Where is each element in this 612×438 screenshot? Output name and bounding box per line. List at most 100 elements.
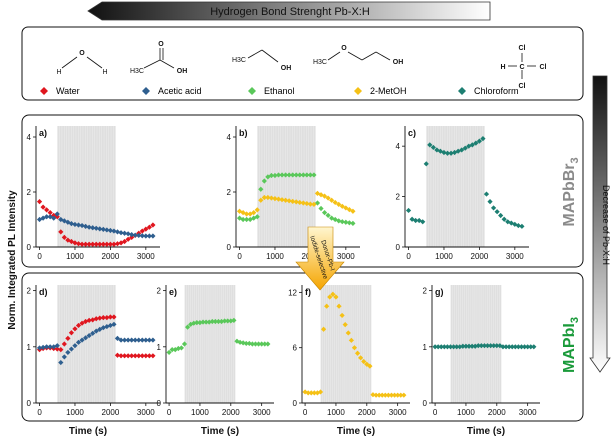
data-point: [487, 199, 493, 205]
row2-box: [21, 272, 584, 422]
data-point: [460, 343, 466, 349]
data-point: [506, 344, 512, 350]
data-point: [293, 172, 299, 178]
data-point: [178, 345, 185, 351]
data-point: [61, 341, 67, 347]
legend-marker-acetic: [142, 87, 150, 95]
x-tick-label: 0: [167, 408, 172, 417]
data-point: [279, 197, 285, 203]
data-point: [58, 347, 64, 353]
data-point: [143, 226, 149, 232]
data-point: [444, 344, 451, 350]
data-point: [121, 337, 128, 343]
data-point: [251, 215, 257, 221]
data-point: [463, 343, 469, 349]
panel-label: b): [239, 128, 248, 138]
data-point: [484, 343, 491, 349]
data-point: [447, 344, 454, 350]
data-point: [111, 321, 117, 327]
data-point: [40, 204, 46, 210]
data-point: [150, 353, 156, 359]
data-point: [68, 238, 75, 245]
data-point: [79, 337, 85, 343]
data-point: [346, 207, 352, 213]
y-tick-label: 0: [27, 243, 32, 252]
data-point: [143, 353, 149, 359]
svg-text:C: C: [519, 64, 524, 71]
data-point: [367, 363, 373, 369]
data-point: [481, 343, 488, 349]
data-point: [139, 353, 145, 359]
y-tick-label: 1: [423, 343, 428, 352]
data-point: [361, 358, 367, 365]
data-point: [97, 241, 103, 247]
y-tick-label: 4: [396, 142, 401, 151]
x-tick-label: 1000: [457, 408, 475, 417]
data-point: [432, 344, 438, 350]
shaded-region: [184, 285, 236, 403]
y-tick-label: 0: [27, 399, 32, 408]
svg-text:Cl: Cl: [540, 64, 547, 71]
x-tick-label: 2000: [488, 408, 506, 417]
data-point: [90, 225, 96, 231]
data-point: [488, 343, 494, 349]
legend: Water Acetic acid Ethanol 2-MetOH Chloro…: [40, 86, 519, 96]
data-point: [444, 150, 451, 156]
panel-a: 0 1000 2000 3000 0 2 4 a): [27, 126, 160, 261]
data-point: [515, 222, 521, 229]
data-point: [44, 344, 50, 350]
data-point: [146, 224, 152, 230]
svg-text:Acetic acid: Acetic acid: [158, 86, 202, 96]
data-point: [358, 355, 364, 361]
data-point: [308, 390, 314, 396]
data-point: [290, 172, 296, 178]
data-point: [222, 318, 228, 324]
data-point: [93, 241, 99, 247]
data-point: [382, 392, 388, 398]
data-point: [244, 211, 250, 217]
y-tick-label: 2: [157, 287, 162, 296]
data-point: [405, 207, 412, 214]
decrease-arrow: Decrease of Pb-X:H: [589, 75, 611, 373]
data-point: [100, 241, 106, 247]
data-point: [150, 222, 156, 228]
data-point: [44, 207, 50, 213]
data-point: [350, 208, 356, 214]
data-point: [104, 314, 110, 321]
x-label-f: Time (s): [337, 426, 375, 437]
data-point: [75, 241, 82, 247]
data-point: [107, 227, 113, 234]
panel-label: e): [169, 287, 177, 297]
data-point: [452, 149, 458, 156]
x-tick-label: 1000: [191, 408, 209, 417]
bond-strength-title: Hydrogen Bond Strenght Pb-X:H: [210, 6, 370, 18]
data-point: [342, 322, 348, 328]
shaded-region: [57, 285, 116, 403]
metoh-molecule: H3C O OH: [313, 45, 403, 66]
y-tick-label: 1: [157, 343, 162, 352]
data-point: [321, 193, 328, 199]
data-point: [348, 337, 354, 343]
data-point: [272, 172, 278, 179]
x-tick-label: 0: [237, 252, 242, 261]
x-tick-label: 3000: [253, 408, 271, 417]
data-point: [346, 220, 352, 226]
data-point: [528, 344, 534, 350]
data-point: [427, 142, 433, 148]
data-point: [430, 144, 436, 151]
x-tick-label: 1000: [66, 408, 84, 417]
data-point: [72, 343, 78, 349]
data-point: [97, 326, 103, 332]
data-point: [490, 205, 497, 211]
x-tick-label: 0: [37, 408, 42, 417]
data-point: [215, 318, 222, 325]
data-point: [143, 337, 149, 343]
data-point: [327, 294, 333, 300]
svg-text:O: O: [79, 50, 85, 57]
data-point: [139, 228, 145, 234]
data-point: [420, 219, 426, 225]
x-tick-label: 3000: [519, 408, 537, 417]
data-point: [114, 229, 121, 235]
data-point: [90, 241, 96, 247]
series-ethanol: [236, 172, 356, 226]
